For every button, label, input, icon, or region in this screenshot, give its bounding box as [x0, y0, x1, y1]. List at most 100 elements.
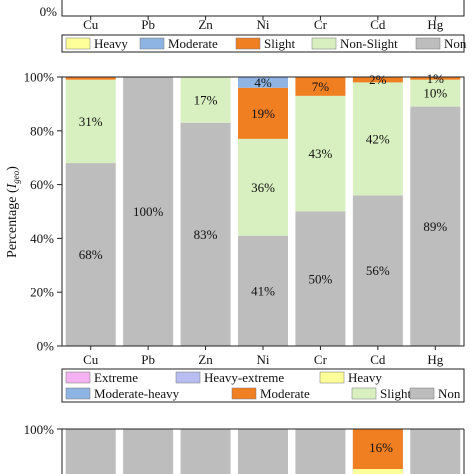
top-legend-swatch-moderate	[139, 37, 165, 50]
main-chart: 68% 31% 100% 83% 17% 41% 36% 19% 4% 50% 43% 7% 56% 42…	[5, 70, 465, 403]
bottom-y-tick-label: 100%	[24, 422, 55, 437]
y-tick-label-3: 60%	[30, 177, 54, 192]
bar-cu-moderate	[65, 77, 116, 80]
data-label-cd-slight: 42%	[366, 131, 390, 146]
x-tick-label-ni: Ni	[257, 352, 270, 367]
y-ticks: 0% 20% 40% 60% 80% 100%	[24, 70, 62, 354]
bar-cd-slight	[352, 82, 403, 196]
middle-legend-frame	[61, 368, 465, 403]
data-label-cu-non: 68%	[79, 247, 103, 262]
middle-legend-label-non: Non	[438, 386, 461, 401]
y-axis-label: Percentage (Igeo)	[5, 166, 21, 258]
y-tick-label-1: 20%	[30, 285, 54, 300]
bar-cr-moderate	[295, 77, 346, 96]
bottom-bar-ni	[238, 429, 288, 474]
data-label-cd-moderate: 2%	[369, 72, 387, 87]
y-axis-label-close: )	[5, 166, 20, 171]
middle-legend-swatch-moderate-heavy	[65, 387, 91, 400]
bar-pb-non	[123, 77, 174, 346]
data-label-cr-non: 50%	[309, 271, 333, 286]
middle-legend: Extreme Heavy-extreme Heavy Moderate-heavy M…	[61, 368, 465, 403]
bottom-bar-hg	[410, 429, 461, 474]
top-x-tick-label-cr: Cr	[314, 17, 328, 32]
top-legend-swatch-non-slight	[311, 37, 337, 50]
data-label-cr-moderate: 7%	[312, 79, 330, 94]
top-legend: Heavy Moderate Slight Non-Slight Non	[61, 34, 467, 53]
bar-zn-non	[180, 122, 231, 346]
y-tick-label-0: 0%	[37, 339, 55, 354]
y-axis-label-main: Percentage (	[5, 188, 20, 258]
top-legend-swatch-non	[415, 37, 441, 50]
middle-legend-label-extreme: Extreme	[94, 370, 138, 385]
bar-cd-moderate	[352, 77, 403, 83]
top-x-tick-label-zn: Zn	[198, 17, 213, 32]
top-x-tick-labels: Cu Pb Zn Ni Cr Cd Hg	[83, 16, 444, 32]
middle-legend-swatch-moderate	[231, 387, 257, 400]
x-tick-label-cu: Cu	[83, 352, 99, 367]
x-ticks: Cu Pb Zn Ni Cr Cd Hg	[83, 346, 444, 367]
middle-legend-swatch-slight	[351, 387, 377, 400]
bar-cd-non	[352, 195, 403, 346]
bar-cu-non	[65, 163, 116, 346]
bottom-bar-pb	[123, 429, 174, 474]
y-tick-label-5: 100%	[24, 70, 55, 85]
middle-legend-label-heavy: Heavy	[348, 370, 382, 385]
bottom-bar-cd-heavy	[352, 469, 403, 474]
bar-hg-slight	[410, 79, 461, 107]
data-label-cu-slight: 31%	[79, 114, 103, 129]
y-axis-label-subscript: geo	[11, 170, 21, 183]
bottom-bars	[65, 429, 461, 474]
bar-cu-slight	[65, 79, 116, 164]
bar-hg-moderate	[410, 77, 461, 80]
x-tick-label-zn: Zn	[198, 352, 213, 367]
data-label-zn-non: 83%	[194, 227, 218, 242]
middle-legend-label-moderate: Moderate	[260, 386, 310, 401]
top-x-tick-label-cu: Cu	[83, 17, 99, 32]
x-tick-label-cd: Cd	[370, 352, 386, 367]
data-label-ni-non: 41%	[251, 283, 275, 298]
data-label-cd-non: 56%	[366, 263, 390, 278]
middle-legend-label-moderate-heavy: Moderate-heavy	[94, 386, 180, 401]
top-x-tick-label-hg: Hg	[427, 17, 443, 32]
bar-hg-non	[410, 106, 461, 346]
bar-ni-slight	[238, 138, 288, 236]
bar-zn-slight	[180, 77, 231, 123]
bottom-bar-zn	[180, 429, 231, 474]
bar-ni-non	[238, 235, 288, 346]
bottom-bar-cr	[295, 429, 346, 474]
middle-legend-swatch-heavy-extreme	[175, 371, 201, 384]
top-x-tick-label-ni: Ni	[257, 17, 270, 32]
top-legend-swatch-slight	[235, 37, 261, 50]
x-tick-label-hg: Hg	[427, 352, 443, 367]
middle-legend-swatch-non	[409, 387, 435, 400]
y-tick-label-2: 40%	[30, 231, 54, 246]
top-legend-swatch-heavy	[65, 37, 91, 50]
top-plot-frame	[61, 0, 465, 17]
data-label-pb-non: 100%	[133, 204, 164, 219]
middle-legend-label-slight: Slight	[380, 386, 411, 401]
data-label-cr-slight: 43%	[309, 146, 333, 161]
data-label-ni-moderate-heavy: 4%	[254, 75, 272, 90]
data-label-hg-non: 89%	[423, 219, 447, 234]
top-x-tick-label-pb: Pb	[141, 17, 155, 32]
middle-legend-swatch-extreme	[65, 371, 91, 384]
data-label-zn-slight: 17%	[194, 92, 218, 107]
top-x-tick-label-cd: Cd	[370, 17, 386, 32]
data-label-ni-slight: 36%	[251, 180, 275, 195]
y-axis-label-italic: I	[5, 182, 20, 189]
bottom-bar-cu	[65, 429, 116, 474]
x-tick-label-pb: Pb	[141, 352, 155, 367]
top-legend-label-non-slight: Non-Slight	[340, 36, 398, 51]
top-legend-label-non: Non	[444, 36, 467, 51]
bottom-panel: 100% 16%	[24, 422, 465, 474]
top-panel: 0% Cu Pb Zn Ni Cr Cd Hg Heavy Moderate Slight Non…	[40, 0, 467, 53]
top-legend-label-heavy: Heavy	[94, 36, 128, 51]
top-legend-label-slight: Slight	[264, 36, 295, 51]
data-labels: 68% 31% 100% 83% 17% 41% 36% 19% 4% 50% 43% 7% 56% 42…	[79, 71, 448, 299]
middle-legend-swatch-heavy	[319, 371, 345, 384]
bar-cr-slight	[295, 95, 346, 212]
bar-ni-moderate	[238, 87, 288, 139]
bars	[65, 77, 461, 346]
data-label-hg-moderate: 1%	[427, 71, 445, 86]
